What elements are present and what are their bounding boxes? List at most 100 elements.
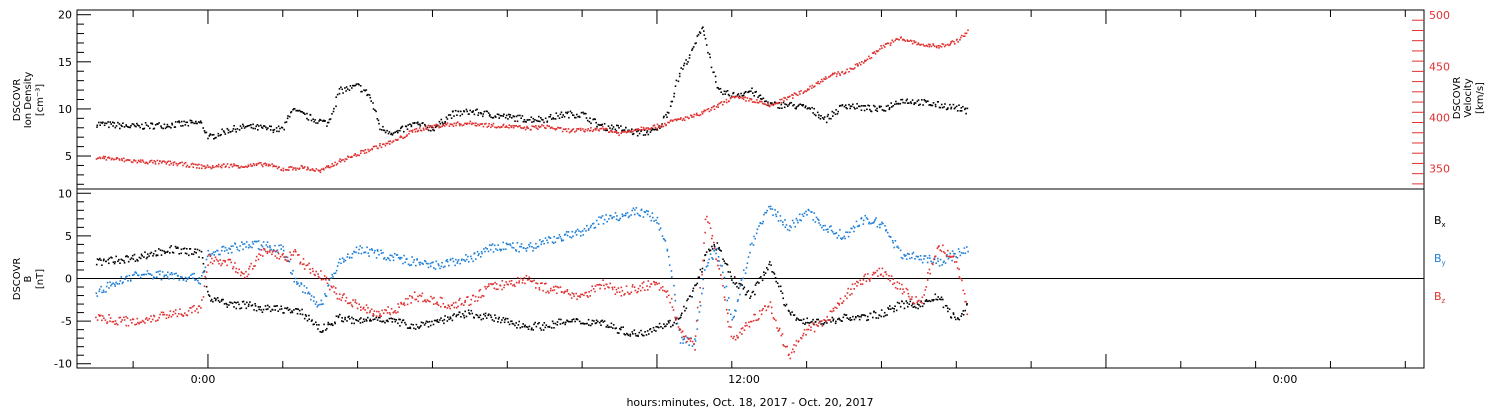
by-series-point — [265, 244, 268, 246]
density-series-point — [755, 90, 757, 93]
velocity-series-point — [156, 159, 159, 162]
bz-series-point — [467, 296, 469, 298]
velocity-series-point — [880, 45, 882, 47]
bx-series-point — [516, 327, 518, 329]
velocity-series-point — [530, 129, 532, 131]
density-series-point — [962, 105, 964, 108]
density-series-point — [108, 126, 110, 129]
density-series-point — [454, 109, 457, 112]
bz-series-point — [501, 288, 503, 291]
by-series-point — [673, 284, 675, 287]
by-series-point — [740, 279, 743, 281]
bz-series-point — [520, 277, 522, 280]
by-series-point — [403, 254, 405, 257]
velocity-series-point — [99, 156, 101, 159]
bx-series-point — [948, 308, 951, 310]
density-series-point — [187, 124, 190, 127]
velocity-series-point — [868, 55, 870, 58]
by-series-point — [595, 219, 598, 222]
velocity-series-point — [338, 160, 341, 162]
density-series-point — [456, 114, 458, 116]
density-series-point — [494, 115, 496, 117]
bx-series-point — [240, 307, 243, 309]
velocity-series-point — [219, 165, 222, 168]
bx-series-point — [942, 298, 944, 301]
bx-series-point — [332, 324, 334, 327]
bx-series-point — [418, 327, 420, 330]
bx-series-point — [923, 302, 925, 305]
by-series-point — [467, 255, 469, 258]
density-series-point — [359, 85, 362, 87]
bx-series-point — [359, 322, 362, 324]
by-series-point — [603, 218, 606, 221]
velocity-series-point — [138, 160, 141, 163]
by-series-point — [319, 303, 321, 306]
bz-series-point — [516, 276, 519, 279]
bx-series-point — [216, 297, 219, 299]
bz-series-point — [452, 302, 455, 304]
velocity-series-point — [900, 36, 902, 38]
bz-series-point — [239, 274, 242, 277]
by-series-point — [806, 214, 808, 216]
velocity-series-point — [185, 166, 188, 168]
bx-series-point — [939, 298, 941, 300]
bz-series-point — [782, 344, 784, 346]
density-series-point — [460, 110, 462, 113]
bx-series-point — [764, 272, 767, 274]
bz-series-point — [127, 324, 130, 327]
bz-series-point — [541, 282, 543, 284]
bz-series-point — [407, 297, 409, 300]
bz-series-point — [929, 272, 931, 275]
velocity-series-point — [960, 34, 963, 37]
density-series-point — [823, 118, 825, 120]
by-series-point — [290, 272, 292, 274]
by-series-point — [137, 274, 140, 277]
density-series-point — [352, 84, 354, 87]
bz-series-point — [162, 311, 165, 314]
bx-series-point — [498, 316, 500, 319]
velocity-series-point — [179, 162, 182, 164]
by-series-point — [490, 244, 493, 247]
by-series-point — [605, 214, 607, 216]
velocity-series-point — [799, 93, 801, 95]
velocity-series-point — [161, 162, 163, 164]
bx-series-point — [129, 258, 132, 261]
bz-series-point — [515, 281, 518, 284]
bx-series-point — [372, 318, 374, 321]
by-series-point — [768, 205, 770, 208]
density-series-point — [924, 99, 926, 102]
velocity-series-point — [294, 167, 297, 169]
density-series-point — [532, 117, 535, 120]
bx-series-point — [489, 314, 492, 317]
velocity-series-point — [327, 165, 330, 167]
density-series-point — [885, 105, 888, 107]
bx-series-point — [888, 308, 890, 310]
by-series-point — [601, 215, 604, 217]
velocity-series-point — [800, 90, 802, 92]
velocity-series-point — [941, 43, 944, 45]
velocity-series-point — [761, 102, 764, 105]
bx-series-point — [770, 264, 772, 266]
velocity-series-point — [251, 165, 253, 167]
density-series-point — [99, 124, 101, 126]
by-series-point — [431, 261, 433, 264]
bz-series-point — [170, 315, 173, 318]
bz-series-point — [770, 306, 773, 309]
bx-series-point — [424, 322, 427, 325]
velocity-series-point — [494, 126, 496, 129]
by-series-point — [655, 219, 657, 222]
velocity-series-point — [195, 163, 197, 166]
density-series-point — [121, 125, 123, 128]
velocity-series-point — [576, 128, 578, 130]
density-series-point — [595, 121, 597, 124]
by-series-point — [332, 275, 334, 278]
velocity-series-point — [206, 164, 209, 167]
bz-series-point — [241, 272, 243, 274]
by-series-point — [459, 262, 461, 265]
by-series-point — [236, 248, 239, 251]
bz-series-point — [793, 344, 795, 346]
by-series-point — [221, 246, 223, 248]
density-series-point — [375, 110, 377, 113]
bz-series-point — [926, 279, 929, 281]
velocity-series-point — [929, 43, 931, 46]
